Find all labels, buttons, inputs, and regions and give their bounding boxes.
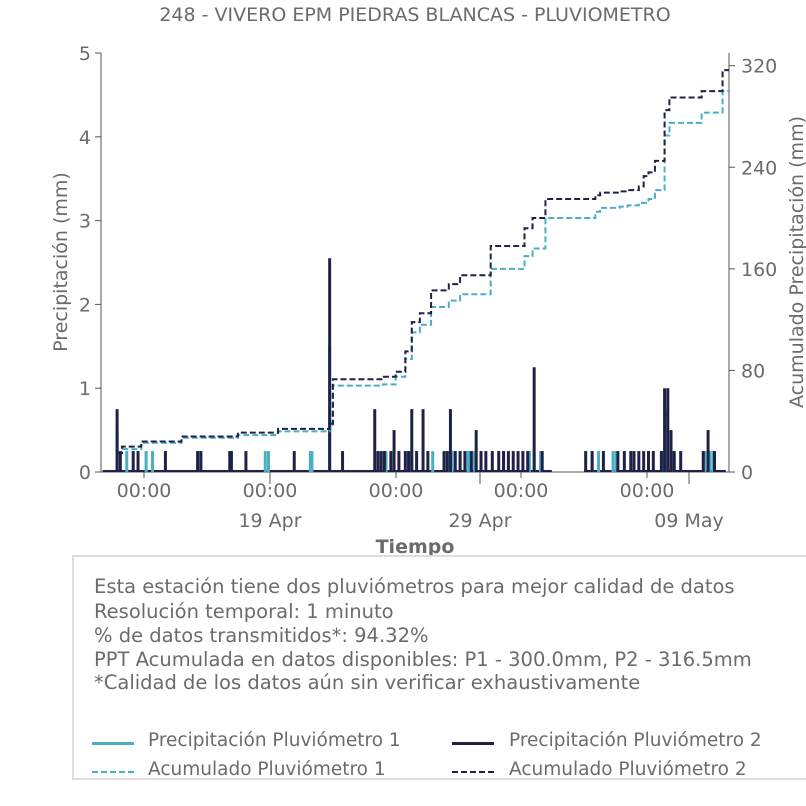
y2-tick-label: 240 <box>741 157 777 179</box>
info-line-transmitted: % de datos transmitidos*: 94.32% <box>94 624 429 647</box>
y-tick-label: 2 <box>79 294 91 316</box>
legend-swatch-p1-acc <box>92 771 134 773</box>
info-line-resolution: Resolución temporal: 1 minuto <box>94 600 394 623</box>
y-tick-label: 5 <box>79 43 91 65</box>
x-tick-label: 00:00 <box>243 480 298 502</box>
y2-tick-label: 80 <box>741 360 765 382</box>
p1-cumulative-line <box>117 90 729 454</box>
y-tick-label: 4 <box>79 127 91 149</box>
chart-title: 248 - VIVERO EPM PIEDRAS BLANCAS - PLUVI… <box>159 4 670 26</box>
x-major-tick-label: 19 Apr <box>238 510 301 532</box>
x-tick-label: 00:00 <box>620 480 675 502</box>
y2-tick-label: 0 <box>741 462 753 484</box>
plot-area: 0 1 2 3 4 5 0 80 160 240 320 00:00 00:00 00:00 00:00 00… <box>79 43 777 532</box>
y2-tick-label: 320 <box>741 56 777 78</box>
x-major-tick-label: 29 Apr <box>448 510 511 532</box>
info-line-stations: Esta estación tiene dos pluviómetros par… <box>94 575 735 598</box>
rainfall-chart: 248 - VIVERO EPM PIEDRAS BLANCAS - PLUVI… <box>50 4 806 558</box>
x-tick-label: 00:00 <box>117 480 172 502</box>
legend-swatch-p2-bar <box>452 742 494 745</box>
x-major-tick-label: 09 May <box>654 510 724 532</box>
legend-label-p1-bar: Precipitación Pluviómetro 1 <box>148 730 401 751</box>
y-tick-label: 0 <box>79 462 91 484</box>
y-tick-label: 1 <box>79 378 91 400</box>
y2-tick-label: 160 <box>741 259 777 281</box>
legend-label-p1-acc: Acumulado Pluviómetro 1 <box>148 759 386 780</box>
info-line-accumulated: PPT Acumulada en datos disponibles: P1 -… <box>94 648 752 671</box>
x-tick-label: 00:00 <box>494 480 549 502</box>
y2-axis-label: Acumulado Precipitación (mm) <box>786 116 806 408</box>
info-panel: Esta estación tiene dos pluviómetros par… <box>72 555 806 780</box>
y-axis-label: Precipitación (mm) <box>50 172 72 352</box>
y-tick-label: 3 <box>79 211 91 233</box>
x-tick-label: 00:00 <box>369 480 424 502</box>
p2-cumulative-line <box>117 69 729 454</box>
legend-label-p2-acc: Acumulado Pluviómetro 2 <box>509 759 747 780</box>
legend-label-p2-bar: Precipitación Pluviómetro 2 <box>509 730 762 751</box>
x-axis-label: Tiempo <box>376 536 455 558</box>
legend-swatch-p2-acc <box>452 771 494 773</box>
legend-swatch-p1-bar <box>92 742 134 745</box>
info-line-quality: *Calidad de los datos aún sin verificar … <box>94 671 641 694</box>
